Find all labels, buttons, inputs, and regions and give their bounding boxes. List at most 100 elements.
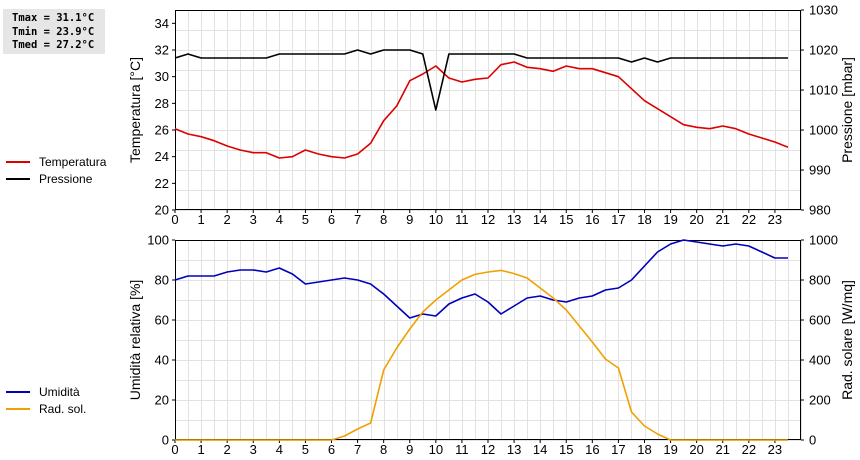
x-tick-label: 14 — [533, 442, 547, 457]
y-left-tick-label: 24 — [155, 149, 169, 164]
x-tick-label: 0 — [171, 442, 178, 457]
x-tick-label: 16 — [585, 212, 599, 227]
y-right-tick-label: 400 — [809, 353, 831, 368]
y-left-tick-label: 32 — [155, 43, 169, 58]
x-tick-label: 2 — [224, 212, 231, 227]
x-tick-label: 20 — [689, 212, 703, 227]
x-tick-label: 20 — [689, 442, 703, 457]
x-tick-label: 23 — [768, 442, 782, 457]
tmax-text: Tmax = 31.1°C — [12, 12, 95, 24]
legend-item-umidita: Umidità — [6, 385, 146, 399]
x-tick-label: 18 — [637, 212, 651, 227]
x-tick-label: 22 — [742, 442, 756, 457]
y-right-axis-title: Rad. solare [W/mq] — [839, 280, 855, 400]
legend-item-temperatura: Temperatura — [6, 155, 146, 169]
x-tick-label: 19 — [663, 442, 677, 457]
y-right-tick-label: 200 — [809, 393, 831, 408]
legend-label-radsol: Rad. sol. — [39, 402, 87, 416]
x-tick-label: 9 — [406, 442, 413, 457]
y-left-tick-label: 100 — [147, 233, 169, 248]
legend-item-pressione: Pressione — [6, 172, 146, 186]
x-tick-label: 11 — [455, 212, 469, 227]
x-tick-label: 7 — [354, 212, 361, 227]
x-tick-label: 6 — [328, 212, 335, 227]
x-tick-label: 8 — [380, 442, 387, 457]
chart-top: 0 1 2 3 4 5 6 7 8 9 10 11 12 13 14 15 16 17 18 19 20 21 22 2320… — [127, 3, 855, 228]
x-tick-label: 3 — [250, 212, 257, 227]
grid-bottom — [175, 240, 802, 441]
series-line-top-0 — [174, 61, 789, 159]
legend-swatch-pressione — [6, 178, 30, 180]
y-right-tick-label: 1020 — [809, 43, 838, 58]
plot-frame-top — [175, 10, 801, 210]
y-left-tick-label: 30 — [155, 69, 169, 84]
x-tick-label: 13 — [507, 442, 521, 457]
y-left-axis-title: Umidità relativa [%] — [127, 280, 143, 401]
x-tick-label: 17 — [611, 442, 625, 457]
plot-frame-bottom — [175, 240, 801, 440]
tmed-text: Tmed = 27.2°C — [12, 39, 95, 51]
chart-bottom: 0 1 2 3 4 5 6 7 8 9 10 11 12 13 14 15 16 17 18 19 20 21 22 2302… — [127, 233, 855, 458]
legend-bottom: Umidità Rad. sol. — [6, 385, 146, 419]
y-left-tick-label: 0 — [162, 433, 169, 448]
y-right-tick-label: 1010 — [809, 83, 838, 98]
y-right-tick-label: 1000 — [809, 233, 838, 248]
x-tick-label: 12 — [481, 212, 495, 227]
x-tick-label: 1 — [197, 442, 204, 457]
y-right-tick-label: 1000 — [809, 123, 838, 138]
x-tick-label: 19 — [663, 212, 677, 227]
y-left-tick-label: 20 — [155, 393, 169, 408]
y-right-tick-label: 0 — [809, 433, 816, 448]
x-tick-label: 2 — [224, 442, 231, 457]
y-left-tick-label: 40 — [155, 353, 169, 368]
y-left-tick-label: 20 — [155, 203, 169, 218]
y-left-tick-label: 26 — [155, 123, 169, 138]
x-tick-label: 21 — [716, 212, 730, 227]
legend-label-pressione: Pressione — [39, 172, 93, 186]
legend-top: Temperatura Pressione — [6, 155, 146, 189]
x-tick-label: 21 — [716, 442, 730, 457]
y-left-tick-label: 60 — [155, 313, 169, 328]
y-right-axis-title: Pressione [mbar] — [839, 57, 855, 163]
x-tick-label: 3 — [250, 442, 257, 457]
legend-label-temperatura: Temperatura — [39, 155, 107, 169]
y-right-tick-label: 800 — [809, 273, 831, 288]
y-right-tick-label: 600 — [809, 313, 831, 328]
y-left-tick-label: 22 — [155, 176, 169, 191]
y-left-axis-title: Temperatura [°C] — [127, 57, 143, 163]
x-tick-label: 17 — [611, 212, 625, 227]
series-line-top-1 — [174, 49, 788, 111]
y-right-tick-label: 990 — [809, 163, 831, 178]
y-right-tick-label: 1030 — [809, 3, 838, 18]
y-left-tick-label: 28 — [155, 96, 169, 111]
x-tick-label: 22 — [742, 212, 756, 227]
legend-swatch-temperatura — [6, 161, 30, 163]
y-left-tick-label: 80 — [155, 273, 169, 288]
legend-swatch-umidita — [6, 391, 30, 393]
x-tick-label: 4 — [276, 212, 283, 227]
x-tick-label: 14 — [533, 212, 547, 227]
x-tick-label: 6 — [328, 442, 335, 457]
x-tick-label: 8 — [380, 212, 387, 227]
x-tick-label: 9 — [406, 212, 413, 227]
legend-label-umidita: Umidità — [39, 385, 80, 399]
y-left-tick-label: 34 — [155, 16, 169, 31]
y-right-tick-label: 980 — [809, 203, 831, 218]
stats-box: Tmax = 31.1°C Tmin = 23.9°C Tmed = 27.2°… — [3, 9, 105, 54]
x-tick-label: 12 — [481, 442, 495, 457]
x-tick-label: 15 — [559, 212, 573, 227]
x-tick-label: 23 — [768, 212, 782, 227]
x-tick-label: 0 — [171, 212, 178, 227]
x-tick-label: 7 — [354, 442, 361, 457]
tmin-text: Tmin = 23.9°C — [12, 26, 95, 38]
x-tick-label: 11 — [455, 442, 469, 457]
x-tick-label: 16 — [585, 442, 599, 457]
x-tick-label: 15 — [559, 442, 573, 457]
x-tick-label: 18 — [637, 442, 651, 457]
x-tick-label: 4 — [276, 442, 283, 457]
x-tick-label: 10 — [429, 212, 443, 227]
legend-item-radsol: Rad. sol. — [6, 402, 146, 416]
series-line-bottom-1 — [175, 269, 788, 441]
series-line-bottom-0 — [174, 239, 788, 319]
